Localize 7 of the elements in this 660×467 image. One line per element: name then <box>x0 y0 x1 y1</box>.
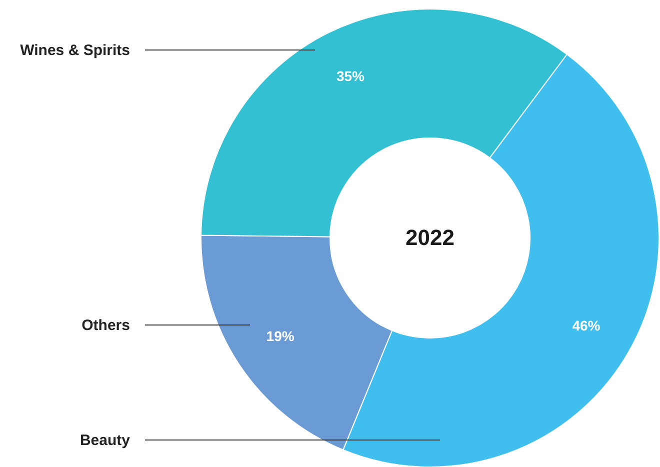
slice-label: Others <box>82 317 130 334</box>
slice-label: Wines & Spirits <box>20 42 130 59</box>
data-label: 46% <box>572 317 601 334</box>
data-label: 19% <box>266 328 295 344</box>
text: 2022 <box>406 225 454 250</box>
data-label: 35% <box>336 68 366 84</box>
slice-label: Beauty <box>80 432 131 449</box>
